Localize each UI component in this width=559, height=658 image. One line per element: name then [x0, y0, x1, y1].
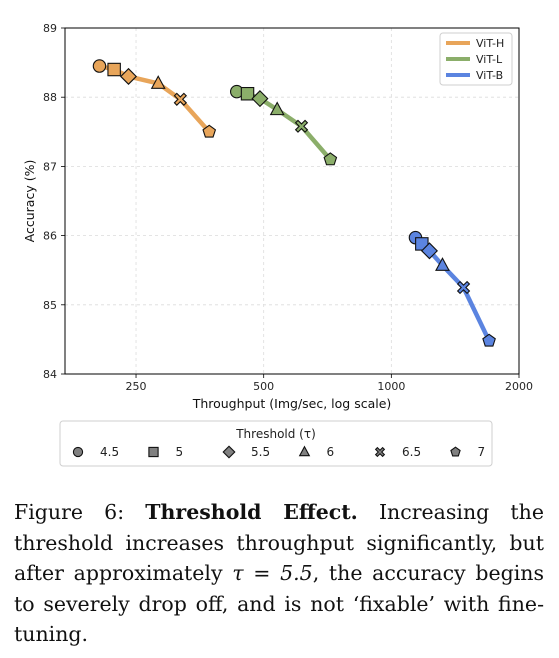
x-tick-label: 2000 — [505, 380, 533, 393]
vit-h-point — [107, 62, 121, 77]
threshold-legend-label: 5.5 — [251, 445, 270, 459]
caption-part1: Increasing the threshold increases throu… — [14, 500, 544, 585]
caption-bold: Threshold Effect. — [145, 500, 358, 524]
threshold-legend-label: 4.5 — [100, 445, 119, 459]
vit-b-point — [420, 242, 438, 260]
threshold-legend-label: 7 — [478, 445, 486, 459]
threshold-legend-label: 5 — [176, 445, 184, 459]
threshold-legend-label: 6 — [327, 445, 335, 459]
threshold-legend-title: Threshold (τ) — [235, 427, 316, 441]
series-legend: ViT-H ViT-L ViT-B — [439, 32, 513, 86]
vit-h-point — [202, 124, 217, 138]
x-tick-label: 500 — [253, 380, 274, 393]
vit-l-point — [269, 101, 285, 116]
vit-b-point — [435, 257, 450, 271]
caption-part2: , the accuracy begins to severely drop o… — [14, 561, 544, 646]
y-tick-label: 88 — [43, 91, 57, 104]
threshold-legend-marker — [72, 446, 84, 458]
data-series — [92, 59, 496, 347]
plot-frame — [64, 27, 520, 375]
threshold-legend: Threshold (τ) 4.5 5 5.5 6 6.5 7 — [59, 420, 493, 467]
vit-l-point — [323, 152, 338, 166]
vit-l-point — [240, 86, 255, 101]
y-tick-label: 87 — [43, 160, 57, 173]
y-tick-label: 86 — [43, 230, 57, 243]
figure-caption: Figure 6: Threshold Effect. Increasing t… — [14, 497, 544, 650]
vit-b-point — [482, 333, 496, 347]
vit-l-series-line — [236, 89, 332, 161]
x-tick-label: 1000 — [377, 380, 405, 393]
caption-prefix: Figure 6: — [14, 500, 146, 524]
y-axis-label: Accuracy (%) — [22, 160, 37, 243]
threshold-legend-marker — [374, 446, 386, 458]
threshold-legend-marker — [148, 446, 159, 458]
vit-h-point — [173, 92, 188, 106]
vit-l-point — [294, 119, 309, 133]
caption-math: τ = 5.5 — [232, 561, 313, 585]
legend-label: ViT-H — [476, 37, 504, 50]
axis-ticks: 250 500 1000 2000 84 85 86 87 88 89 — [43, 22, 533, 393]
y-tick-label: 85 — [43, 299, 57, 312]
vit-l-point — [251, 90, 269, 108]
threshold-legend-marker — [222, 445, 236, 459]
threshold-effect-chart: 250 500 1000 2000 84 85 86 87 88 89 Throughput (I… — [22, 22, 533, 467]
x-tick-label: 250 — [126, 380, 147, 393]
vit-h-point — [92, 59, 107, 73]
vit-h-point — [150, 75, 166, 89]
y-tick-label: 89 — [43, 22, 57, 35]
threshold-legend-marker — [298, 445, 311, 457]
vit-h-point — [119, 67, 138, 85]
vit-b-point — [456, 280, 471, 295]
y-tick-label: 84 — [43, 368, 57, 381]
x-axis-label: Throughput (Img/sec, log scale) — [192, 396, 392, 411]
legend-label: ViT-B — [476, 69, 503, 82]
threshold-legend-marker — [450, 446, 461, 457]
legend-label: ViT-L — [476, 53, 503, 66]
series-legend-box — [439, 32, 513, 86]
threshold-legend-label: 6.5 — [402, 445, 421, 459]
